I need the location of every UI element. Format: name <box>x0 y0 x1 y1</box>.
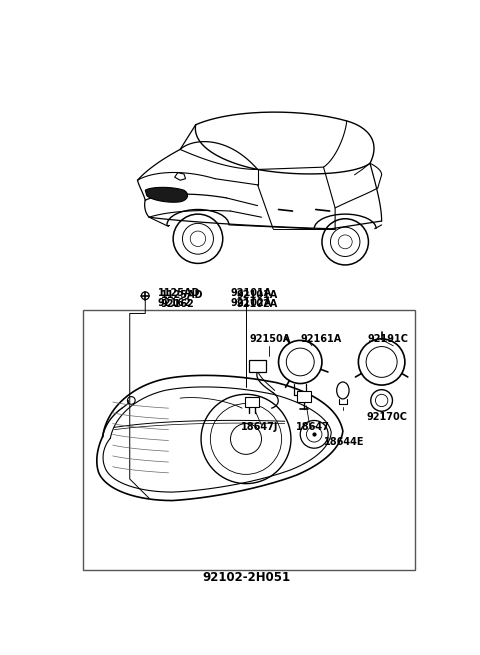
Text: 92191C: 92191C <box>368 334 408 344</box>
Bar <box>83 310 415 570</box>
Text: 92102-2H051: 92102-2H051 <box>202 571 290 584</box>
Text: 1125AD: 1125AD <box>157 288 200 297</box>
Text: 92101A: 92101A <box>230 288 272 297</box>
Text: 92102A: 92102A <box>237 299 278 309</box>
Text: 92162: 92162 <box>161 299 194 309</box>
Text: 92161A: 92161A <box>300 334 341 344</box>
Text: 92170C: 92170C <box>366 413 407 422</box>
Text: 18647J: 18647J <box>241 422 279 432</box>
Text: 18647: 18647 <box>296 422 330 432</box>
FancyBboxPatch shape <box>249 360 266 372</box>
Polygon shape <box>145 187 188 202</box>
Text: 92162: 92162 <box>157 297 192 308</box>
Text: 18644E: 18644E <box>324 437 364 447</box>
Text: 92102A: 92102A <box>230 297 272 308</box>
Text: 92101A: 92101A <box>237 290 278 300</box>
Text: 1125AD: 1125AD <box>161 290 203 300</box>
Text: 92150A: 92150A <box>250 334 291 344</box>
FancyBboxPatch shape <box>297 391 311 402</box>
FancyBboxPatch shape <box>245 397 259 407</box>
